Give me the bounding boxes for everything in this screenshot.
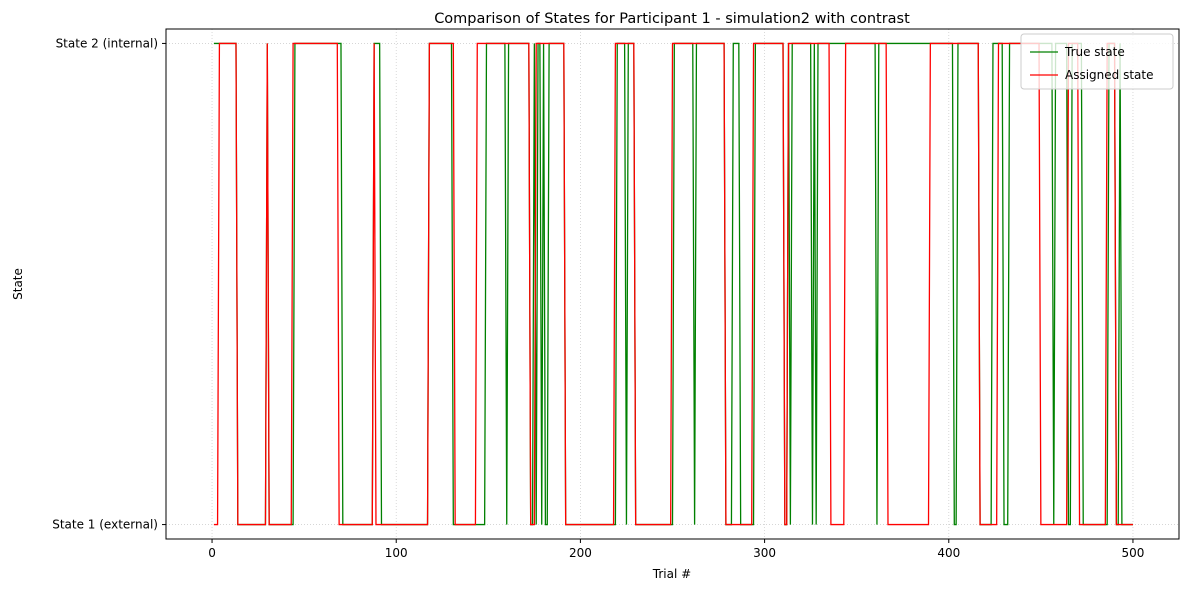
series-layer xyxy=(213,42,1133,526)
series-line-true-state xyxy=(213,42,1133,526)
x-axis-label: Trial # xyxy=(652,567,691,581)
x-axis: 0 100 200 300 400 500 xyxy=(208,539,1144,560)
x-tick-label: 500 xyxy=(1122,546,1145,560)
x-tick-label: 200 xyxy=(569,546,592,560)
legend-label-assigned-state: Assigned state xyxy=(1065,68,1153,82)
x-tick-label: 400 xyxy=(937,546,960,560)
plot-frame xyxy=(165,28,1180,540)
x-tick-label: 100 xyxy=(385,546,408,560)
series-line-assigned-state xyxy=(213,42,1133,526)
y-axis-label: State xyxy=(11,268,25,300)
x-tick-label: 0 xyxy=(208,546,216,560)
y-tick-label: State 1 (external) xyxy=(52,518,158,532)
y-axis: State 1 (external) State 2 (internal) xyxy=(52,36,166,532)
y-tick-label: State 2 (internal) xyxy=(56,36,158,50)
chart-title: Comparison of States for Participant 1 -… xyxy=(434,11,910,27)
legend: True state Assigned state xyxy=(1020,33,1174,90)
legend-box xyxy=(1020,33,1174,90)
x-tick-label: 300 xyxy=(753,546,776,560)
legend-label-true-state: True state xyxy=(1064,45,1125,59)
